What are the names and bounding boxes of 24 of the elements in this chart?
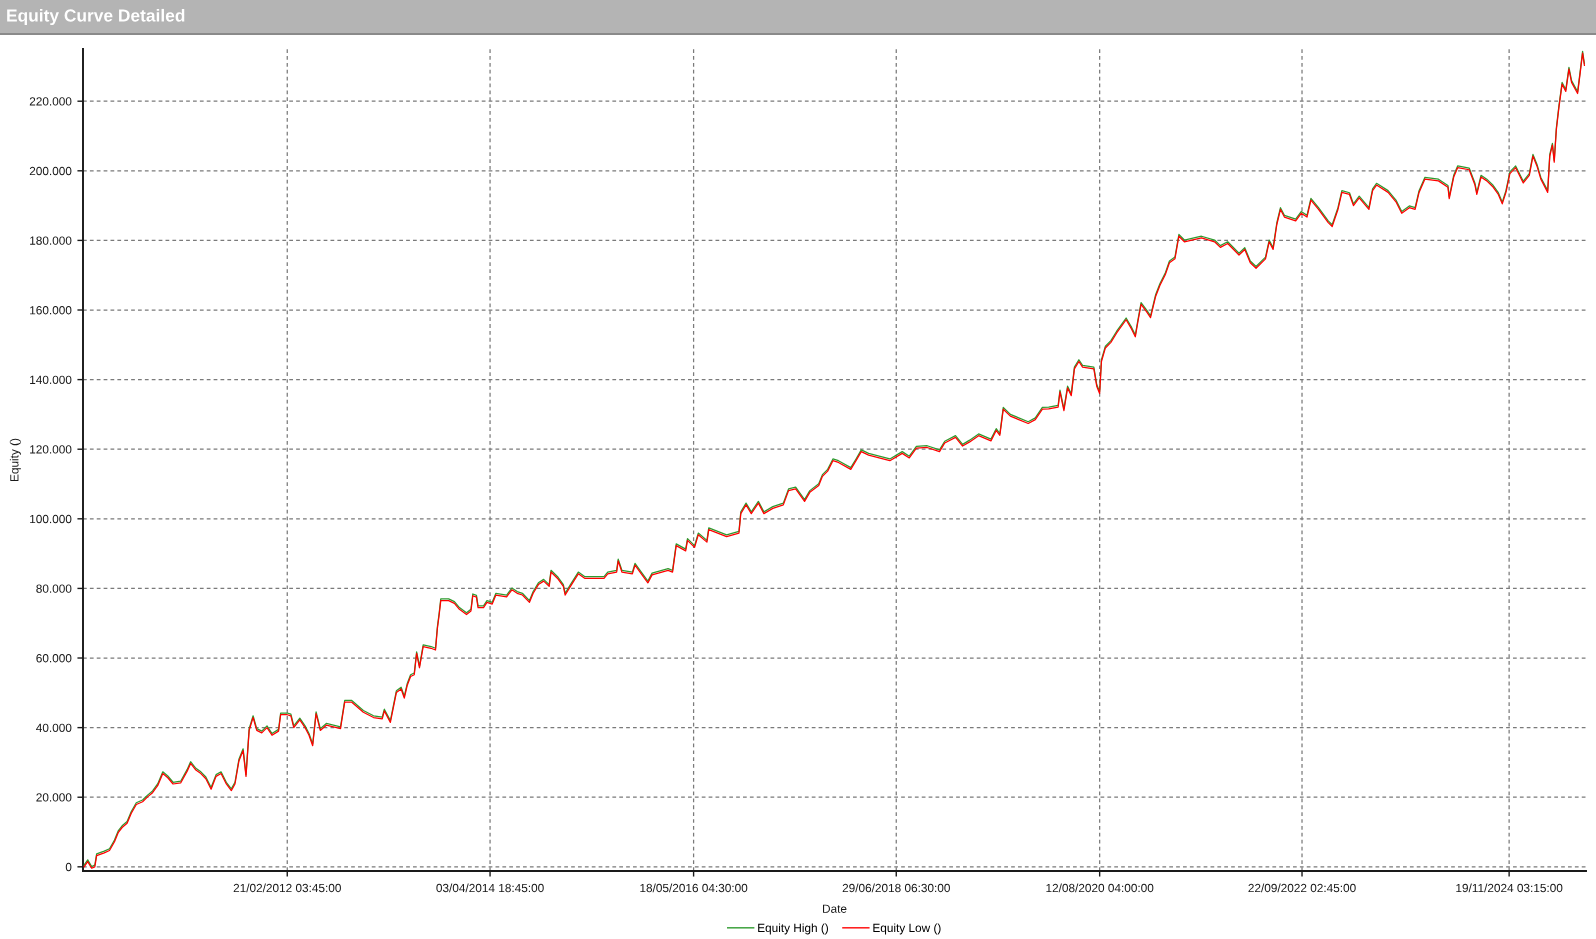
chart-title: Equity Curve Detailed [7,8,185,26]
y-tick-label: 120.000 [30,445,72,454]
x-tick-label: 22/09/2022 02:45:00 [1248,883,1356,893]
x-tick-label: 21/02/2012 03:45:00 [233,883,341,893]
x-tick-label: 19/11/2024 03:15:00 [1456,883,1563,893]
x-tick-label: 03/04/2014 18:45:00 [436,883,544,893]
x-tick-label: 18/05/2016 04:30:00 [640,883,748,893]
y-tick-label: 160.000 [30,306,72,315]
y-tick-label: 140.000 [30,375,72,384]
legend-label: Equity Low () [873,923,941,935]
y-tick-label: 200.000 [29,166,72,176]
y-tick-label: 0 [65,862,72,872]
x-tick-label: 29/06/2018 06:30:00 [842,883,950,893]
y-tick-label: 20.000 [36,793,72,802]
y-tick-label: 220.000 [29,97,72,106]
x-tick-label: 12/08/2020 04:00:00 [1046,883,1154,893]
x-axis-title: Date [823,904,847,913]
y-tick-label: 180.000 [30,236,72,245]
y-tick-label: 80.000 [36,584,72,593]
y-axis-title: Equity () [9,438,21,482]
legend-label: Equity High () [758,923,828,935]
y-tick-label: 100.000 [30,514,72,524]
y-tick-label: 60.000 [36,654,72,663]
y-tick-label: 40.000 [36,723,72,733]
